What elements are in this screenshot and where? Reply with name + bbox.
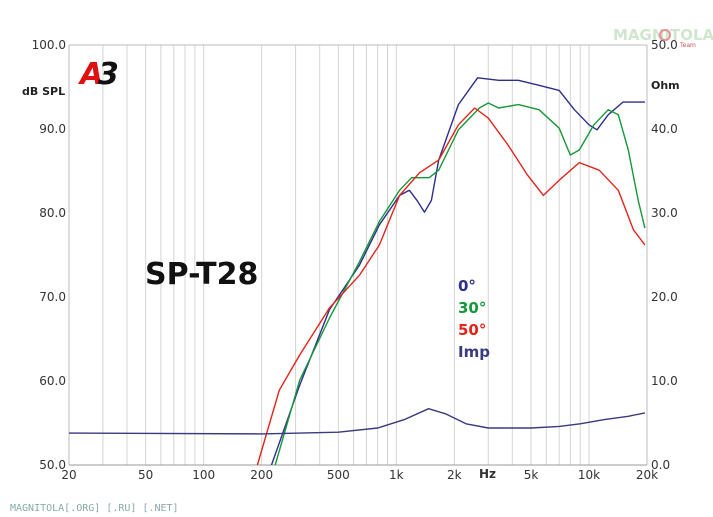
svg-text:MAGNITOLA: MAGNITOLA	[613, 26, 713, 44]
svg-text:A: A	[78, 57, 103, 92]
legend-entry: 50°	[458, 321, 486, 339]
tick-labels: 20 50 100 200 500 1k 2k 5k 10k 20k 100.0 90.0 80.0 70…	[32, 38, 678, 482]
watermark-top: MAGNITOLA Team	[613, 26, 713, 49]
y2-tick-label: 20.0	[651, 290, 678, 304]
series-line-impedance	[68, 408, 646, 435]
y-axis-label: dB SPL	[22, 85, 65, 98]
x-tick-label: 20	[61, 468, 76, 482]
y-tick-label: 100.0	[32, 38, 66, 52]
axes	[68, 44, 648, 466]
x-tick-label: 50	[138, 468, 153, 482]
legend: 0° 30° 50° Imp	[458, 277, 490, 361]
x-tick-label: 2k	[447, 468, 462, 482]
x-tick-label: 1k	[389, 468, 404, 482]
series-line-1	[274, 102, 646, 466]
svg-text:3: 3	[98, 57, 119, 92]
y-tick-label: 50.0	[39, 458, 66, 472]
series-line-2	[256, 107, 646, 466]
y-tick-label: 60.0	[39, 374, 66, 388]
x-tick-label: 200	[250, 468, 273, 482]
legend-entry: 30°	[458, 299, 486, 317]
a3-logo: A 3	[78, 57, 119, 92]
x-tick-label: 500	[327, 468, 350, 482]
x-tick-label: 10k	[578, 468, 600, 482]
y2-tick-label: 0.0	[651, 458, 670, 472]
y2-axis-label: Ohm	[651, 79, 680, 92]
x-tick-label: 20k	[636, 468, 658, 482]
x-axis-label: Hz	[479, 467, 496, 481]
y-tick-label: 90.0	[39, 122, 66, 136]
y-tick-label: 70.0	[39, 290, 66, 304]
grid-lines	[68, 45, 648, 465]
y-tick-label: 80.0	[39, 206, 66, 220]
x-tick-label: 100	[192, 468, 215, 482]
x-tick-label: 5k	[524, 468, 539, 482]
legend-entry: 0°	[458, 277, 476, 295]
chart-title: SP-T28	[145, 257, 258, 292]
y2-tick-label: 50.0	[651, 38, 678, 52]
watermark-bottom: MAGNITOLA[.ORG] [.RU] [.NET]	[10, 503, 179, 514]
y2-tick-label: 30.0	[651, 206, 678, 220]
y2-tick-label: 10.0	[651, 374, 678, 388]
y2-tick-label: 40.0	[651, 122, 678, 136]
series-lines	[68, 77, 646, 466]
svg-text:Team: Team	[679, 42, 696, 49]
legend-entry: Imp	[458, 343, 490, 361]
series-line-0	[270, 77, 645, 466]
